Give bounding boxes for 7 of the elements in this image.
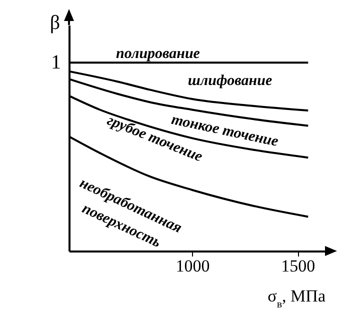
y-axis-title: β bbox=[50, 12, 60, 34]
x-tick-label: 1500 bbox=[281, 256, 316, 276]
x-axis-title: σ$_{в}$, МПа bbox=[268, 286, 326, 310]
text: 1 bbox=[51, 52, 61, 74]
x-tick-label: 1000 bbox=[176, 256, 210, 276]
series-label: полирование bbox=[116, 46, 200, 62]
series-label: шлифование bbox=[188, 73, 272, 89]
